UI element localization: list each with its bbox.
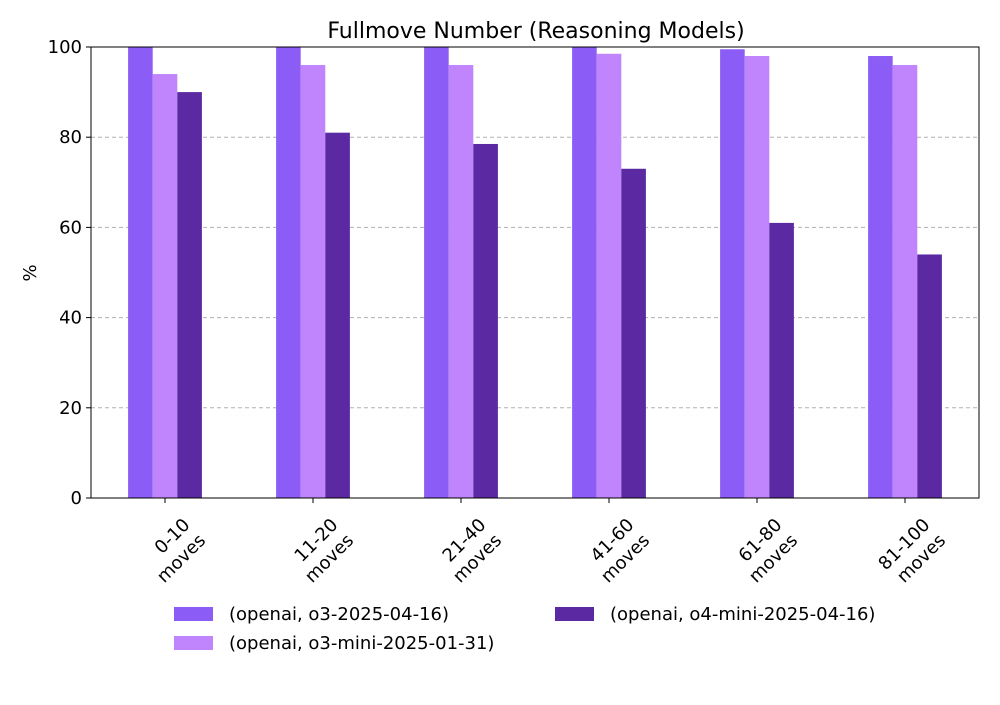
chart-title: Fullmove Number (Reasoning Models) <box>327 19 744 44</box>
x-tick-label: 61-80moves <box>729 515 802 588</box>
bar <box>744 56 770 499</box>
legend-swatch <box>555 607 594 621</box>
bar <box>325 132 350 498</box>
bar <box>152 74 178 498</box>
legend-label: (openai, o4-mini-2025-04-16) <box>610 604 875 625</box>
legend-swatch <box>174 636 213 650</box>
bar <box>473 143 498 498</box>
x-axis-ticks: 0-10moves 11-20moves 21-40moves 41-60moves 6… <box>137 498 950 590</box>
bar <box>300 65 326 498</box>
bar <box>424 47 449 498</box>
x-tick-label: 41-60moves <box>581 515 654 588</box>
plot-frame <box>90 46 980 499</box>
y-tick-label: 20 <box>59 398 82 419</box>
bar <box>572 47 597 498</box>
legend-label: (openai, o3-2025-04-16) <box>229 604 449 625</box>
y-tick-label: 100 <box>48 37 82 58</box>
bar <box>720 49 745 498</box>
x-tick-label: 11-20moves <box>285 515 358 588</box>
y-tick-label: 80 <box>59 127 82 148</box>
y-axis-label: % <box>20 264 41 281</box>
y-tick-label: 40 <box>59 308 82 329</box>
x-tick-label: 81-100moves <box>874 515 949 590</box>
bar <box>177 92 202 498</box>
x-tick-label: 21-40moves <box>433 515 506 588</box>
bar <box>128 47 153 498</box>
y-tick-label: 0 <box>71 488 82 509</box>
bar <box>596 53 622 498</box>
legend-swatch <box>174 607 213 621</box>
bar <box>769 222 794 498</box>
bar <box>276 47 301 498</box>
bar <box>448 65 474 498</box>
bars <box>128 47 942 499</box>
gridlines <box>91 136 979 409</box>
legend: (openai, o3-2025-04-16) (openai, o3-mini-… <box>174 604 875 654</box>
bar <box>621 168 646 498</box>
bar <box>892 65 918 498</box>
legend-label: (openai, o3-mini-2025-01-31) <box>229 633 494 654</box>
bar <box>868 56 893 499</box>
y-tick-label: 60 <box>59 217 82 238</box>
bar <box>917 254 942 498</box>
x-tick-label: 0-10moves <box>137 515 210 588</box>
y-axis-ticks: 0 20 40 60 80 100 <box>48 37 91 509</box>
